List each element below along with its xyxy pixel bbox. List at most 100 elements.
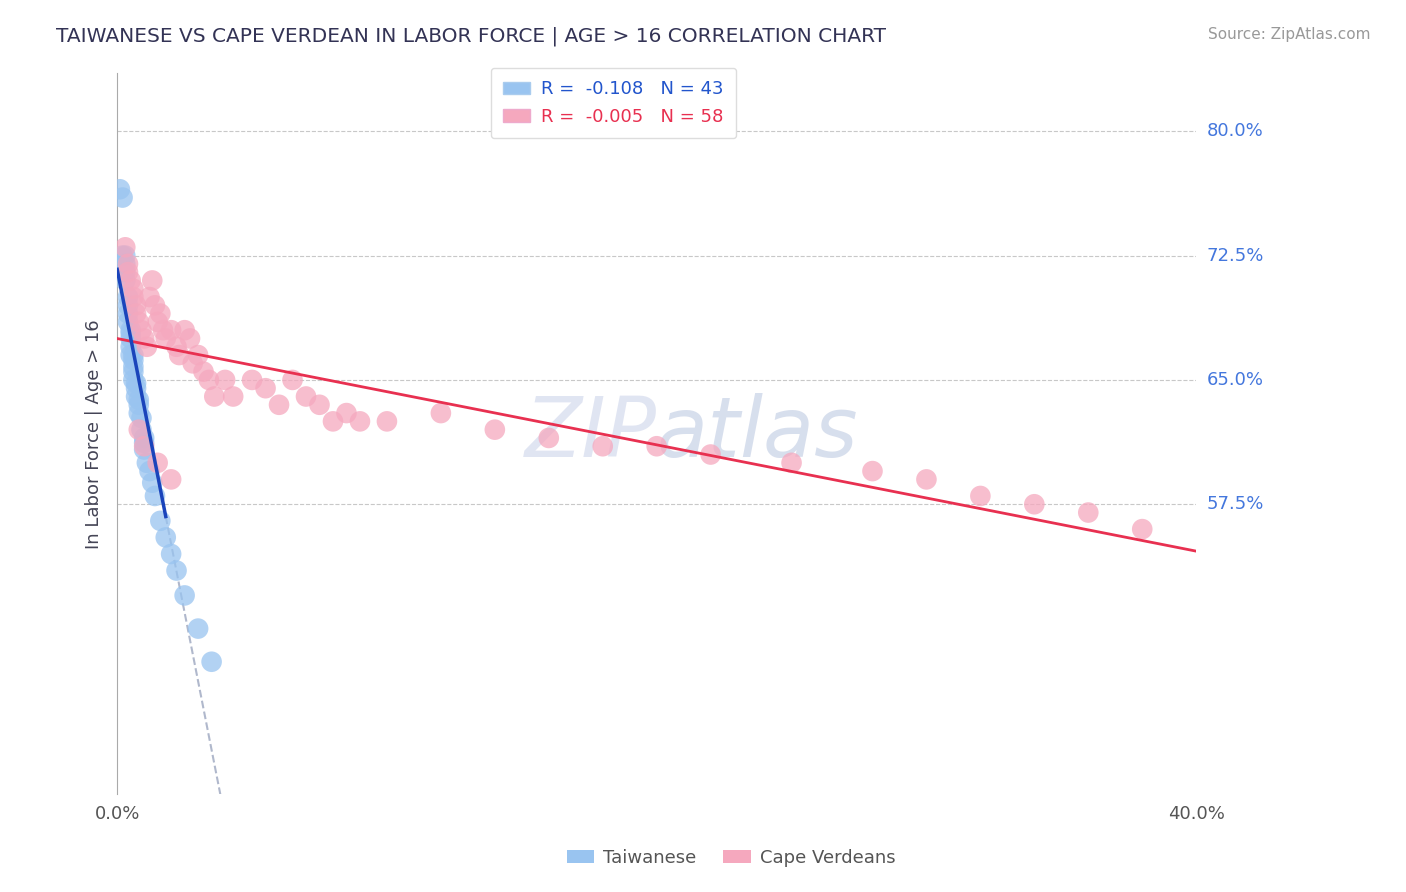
Point	[128, 315, 150, 329]
Point	[969, 489, 991, 503]
Legend: R =  -0.108   N = 43, R =  -0.005   N = 58: R = -0.108 N = 43, R = -0.005 N = 58	[491, 68, 737, 138]
Point	[128, 406, 150, 420]
Point	[915, 472, 938, 486]
Text: Source: ZipAtlas.com: Source: ZipAtlas.com	[1208, 27, 1371, 42]
Point	[862, 464, 884, 478]
Point	[134, 436, 156, 450]
Point	[131, 423, 153, 437]
Point	[187, 348, 209, 362]
Point	[1130, 522, 1153, 536]
Point	[120, 323, 142, 337]
Point	[375, 414, 398, 428]
Point	[120, 331, 142, 345]
Point	[152, 323, 174, 337]
Point	[193, 365, 215, 379]
Point	[173, 589, 195, 603]
Text: atlas: atlas	[657, 393, 858, 475]
Point	[117, 257, 139, 271]
Point	[146, 456, 169, 470]
Point	[122, 353, 145, 368]
Point	[122, 348, 145, 362]
Point	[138, 464, 160, 478]
Point	[122, 373, 145, 387]
Point	[122, 359, 145, 374]
Point	[120, 273, 142, 287]
Point	[114, 240, 136, 254]
Point	[149, 514, 172, 528]
Point	[198, 373, 221, 387]
Point	[138, 290, 160, 304]
Point	[141, 273, 163, 287]
Point	[281, 373, 304, 387]
Point	[128, 398, 150, 412]
Point	[134, 331, 156, 345]
Point	[222, 390, 245, 404]
Point	[181, 356, 204, 370]
Point	[146, 315, 169, 329]
Point	[592, 439, 614, 453]
Point	[149, 307, 172, 321]
Point	[135, 340, 157, 354]
Point	[122, 365, 145, 379]
Point	[699, 448, 721, 462]
Point	[114, 249, 136, 263]
Point	[128, 392, 150, 407]
Point	[134, 431, 156, 445]
Text: 65.0%: 65.0%	[1206, 371, 1264, 389]
Point	[349, 414, 371, 428]
Legend: Taiwanese, Cape Verdeans: Taiwanese, Cape Verdeans	[560, 842, 903, 874]
Point	[166, 564, 188, 578]
Point	[1077, 506, 1099, 520]
Point	[143, 298, 166, 312]
Point	[114, 257, 136, 271]
Point	[645, 439, 668, 453]
Point	[114, 265, 136, 279]
Point	[155, 530, 177, 544]
Point	[187, 622, 209, 636]
Point	[122, 290, 145, 304]
Point	[134, 439, 156, 453]
Point	[111, 249, 134, 263]
Point	[125, 307, 148, 321]
Point	[143, 489, 166, 503]
Point	[117, 307, 139, 321]
Point	[254, 381, 277, 395]
Point	[131, 411, 153, 425]
Point	[308, 398, 330, 412]
Point	[780, 456, 803, 470]
Point	[125, 376, 148, 391]
Point	[108, 182, 131, 196]
Point	[166, 340, 188, 354]
Point	[240, 373, 263, 387]
Point	[117, 265, 139, 279]
Point	[267, 398, 290, 412]
Point	[167, 348, 190, 362]
Point	[125, 298, 148, 312]
Text: 72.5%: 72.5%	[1206, 246, 1264, 265]
Text: 80.0%: 80.0%	[1206, 122, 1264, 140]
Point	[117, 290, 139, 304]
Point	[335, 406, 357, 420]
Point	[155, 331, 177, 345]
Point	[295, 390, 318, 404]
Point	[114, 273, 136, 287]
Point	[111, 190, 134, 204]
Point	[160, 323, 183, 337]
Point	[120, 348, 142, 362]
Point	[322, 414, 344, 428]
Point	[117, 298, 139, 312]
Point	[128, 423, 150, 437]
Point	[131, 323, 153, 337]
Point	[120, 326, 142, 341]
Text: ZIP: ZIP	[524, 393, 657, 475]
Point	[122, 282, 145, 296]
Point	[135, 456, 157, 470]
Point	[117, 315, 139, 329]
Point	[141, 475, 163, 490]
Point	[537, 431, 560, 445]
Point	[125, 390, 148, 404]
Point	[430, 406, 453, 420]
Point	[125, 381, 148, 395]
Point	[1024, 497, 1046, 511]
Point	[120, 340, 142, 354]
